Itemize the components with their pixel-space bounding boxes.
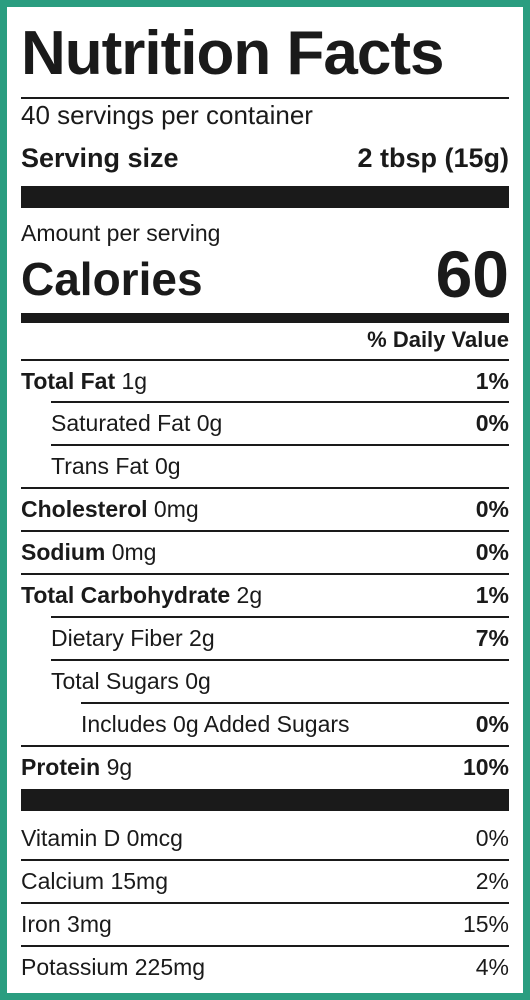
serving-size-value: 2 tbsp (15g) bbox=[357, 143, 509, 173]
vitamin-name: Potassium 225mg bbox=[21, 954, 206, 980]
nutrient-amount: 2g bbox=[230, 582, 263, 608]
nutrient-name: Saturated Fat bbox=[51, 410, 191, 436]
vitamin-name: Iron 3mg bbox=[21, 911, 112, 937]
label-title: Nutrition Facts bbox=[21, 19, 444, 88]
nutrient-amount: 0g bbox=[190, 410, 223, 436]
vitamin-daily-value: 15% bbox=[462, 911, 509, 937]
nutrient-row: Total Sugars 0g bbox=[51, 660, 509, 702]
row-divider bbox=[21, 902, 509, 904]
row-divider bbox=[21, 945, 509, 947]
nutrient-name: Sodium bbox=[21, 539, 106, 565]
row-divider bbox=[21, 745, 509, 747]
nutrient-daily-value: 10% bbox=[462, 754, 509, 780]
nutrient-name: Dietary Fiber bbox=[51, 625, 183, 651]
nutrient-row: Sodium 0mg 0% bbox=[21, 531, 509, 573]
nutrient-name: Total Fat bbox=[21, 368, 116, 394]
nutrient-amount: 0g bbox=[178, 668, 211, 694]
vitamin-row: Vitamin D 0mcg 0% bbox=[21, 817, 509, 859]
nutrient-daily-value: 0% bbox=[475, 410, 509, 436]
nutrient-daily-value: 0% bbox=[475, 711, 509, 737]
nutrient-daily-value: 7% bbox=[475, 625, 509, 651]
vitamin-row: Calcium 15mg 2% bbox=[21, 860, 509, 902]
serving-size-label: Serving size bbox=[21, 143, 179, 173]
nutrient-daily-value: 1% bbox=[475, 582, 509, 608]
vitamin-daily-value: 4% bbox=[475, 954, 509, 980]
nutrient-name: Includes 0g Added Sugars bbox=[81, 711, 350, 737]
row-divider bbox=[21, 487, 509, 489]
row-divider bbox=[21, 530, 509, 532]
nutrient-row: Includes 0g Added Sugars 0% bbox=[81, 703, 509, 745]
nutrient-name: Total Sugars bbox=[51, 668, 179, 694]
thick-divider-bottom bbox=[21, 789, 509, 811]
vitamin-daily-value: 2% bbox=[475, 868, 509, 894]
label-content: Nutrition Facts 40 servings per containe… bbox=[21, 7, 509, 993]
nutrition-label: Nutrition Facts 40 servings per containe… bbox=[7, 7, 523, 993]
nutrient-name: Total Carbohydrate bbox=[21, 582, 231, 608]
title-divider bbox=[21, 97, 509, 99]
nutrient-amount: 0mg bbox=[147, 496, 199, 522]
nutrient-daily-value: 0% bbox=[475, 539, 509, 565]
nutrient-row: Total Carbohydrate 2g 1% bbox=[21, 574, 509, 616]
row-divider bbox=[21, 859, 509, 861]
nutrient-row: Total Fat 1g 1% bbox=[21, 360, 509, 402]
nutrient-row: Trans Fat 0g bbox=[51, 445, 509, 487]
row-divider bbox=[51, 444, 509, 446]
nutrient-name: Cholesterol bbox=[21, 496, 148, 522]
nutrient-daily-value: 1% bbox=[475, 368, 509, 394]
row-divider bbox=[51, 616, 509, 618]
nutrient-row: Dietary Fiber 2g 7% bbox=[51, 617, 509, 659]
nutrient-amount: 0g bbox=[148, 453, 181, 479]
servings-per-container: 40 servings per container bbox=[21, 100, 313, 130]
nutrient-row: Cholesterol 0mg 0% bbox=[21, 488, 509, 530]
header-rule bbox=[21, 359, 509, 361]
serving-size: Serving size 2 tbsp (15g) bbox=[21, 141, 509, 175]
daily-value-header: % Daily Value bbox=[367, 327, 509, 352]
vitamin-name: Calcium 15mg bbox=[21, 868, 168, 894]
nutrient-name: Trans Fat bbox=[51, 453, 149, 479]
vitamin-row: Iron 3mg 15% bbox=[21, 903, 509, 945]
nutrient-name: Protein bbox=[21, 754, 101, 780]
nutrient-row: Saturated Fat 0g 0% bbox=[51, 402, 509, 444]
nutrient-amount: 9g bbox=[100, 754, 133, 780]
nutrient-row: Protein 9g 10% bbox=[21, 746, 509, 788]
vitamin-name: Vitamin D 0mcg bbox=[21, 825, 183, 851]
medium-divider bbox=[21, 313, 509, 323]
nutrient-amount: 0mg bbox=[105, 539, 157, 565]
row-divider bbox=[51, 659, 509, 661]
vitamin-daily-value: 0% bbox=[475, 825, 509, 851]
row-divider bbox=[21, 573, 509, 575]
thick-divider-top bbox=[21, 186, 509, 208]
row-divider bbox=[81, 702, 509, 704]
nutrient-amount: 1g bbox=[115, 368, 148, 394]
row-divider bbox=[51, 401, 509, 403]
amount-per-serving: Amount per serving bbox=[21, 220, 221, 246]
calories-value: 60 bbox=[435, 237, 509, 311]
vitamin-row: Potassium 225mg 4% bbox=[21, 946, 509, 988]
calories-row: Calories 60 bbox=[21, 237, 509, 311]
calories-label: Calories bbox=[21, 253, 203, 305]
nutrient-amount: 2g bbox=[182, 625, 215, 651]
nutrient-daily-value: 0% bbox=[475, 496, 509, 522]
